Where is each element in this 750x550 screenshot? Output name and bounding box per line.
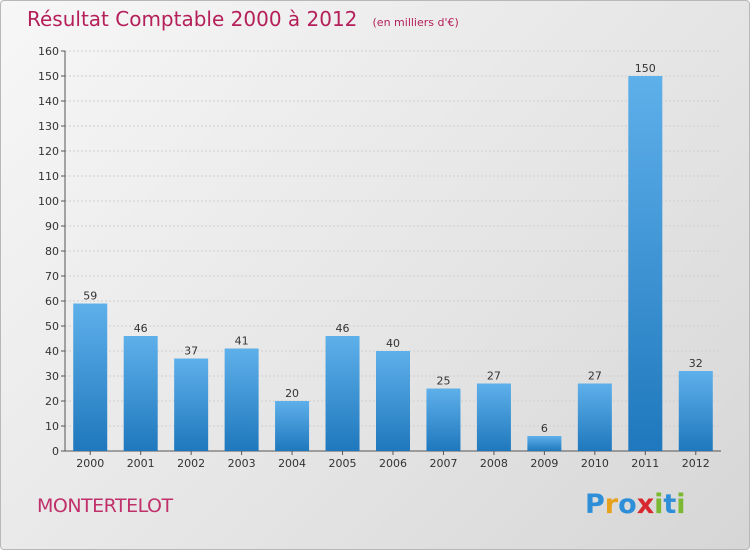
x-tick-label-2010: 2010 [581, 457, 609, 470]
y-tick-label-140: 140 [38, 95, 59, 108]
bar-2011 [628, 76, 663, 451]
data-label-2005: 46 [336, 322, 350, 335]
data-label-2003: 41 [235, 335, 249, 348]
title-row: Résultat Comptable 2000 à 2012 (en milli… [27, 7, 459, 31]
y-tick-label-10: 10 [45, 420, 59, 433]
y-tick-label-0: 0 [52, 445, 59, 458]
x-tick-label-2011: 2011 [631, 457, 659, 470]
data-label-2007: 25 [436, 375, 450, 388]
x-tick-label-2004: 2004 [278, 457, 306, 470]
data-label-2001: 46 [134, 322, 148, 335]
data-label-2002: 37 [184, 345, 198, 358]
chart-subtitle: (en milliers d'€) [372, 16, 459, 29]
data-label-2011: 150 [635, 62, 656, 75]
y-tick-label-50: 50 [45, 320, 59, 333]
y-tick-label-30: 30 [45, 370, 59, 383]
bar-2005 [325, 336, 360, 451]
x-tick-label-2001: 2001 [127, 457, 155, 470]
logo-letter: i [676, 489, 686, 520]
bar-2010 [577, 383, 612, 451]
logo-letter: x [636, 489, 655, 520]
logo-letter: r [604, 489, 619, 520]
x-tick-label-2007: 2007 [429, 457, 457, 470]
data-label-2008: 27 [487, 370, 501, 383]
data-label-2012: 32 [689, 357, 703, 370]
bar-2001 [123, 336, 158, 451]
bar-2003 [224, 348, 259, 451]
bar-layer [73, 76, 713, 451]
y-tick-label-130: 130 [38, 120, 59, 133]
logo-letter: o [618, 489, 637, 520]
y-tick-label-60: 60 [45, 295, 59, 308]
y-tick-label-110: 110 [38, 170, 59, 183]
logo-letter: t [663, 489, 677, 520]
bar-2012 [678, 371, 713, 451]
bar-2002 [174, 358, 209, 451]
x-tick-label-2000: 2000 [76, 457, 104, 470]
logo-letter: i [654, 489, 664, 520]
data-label-2006: 40 [386, 337, 400, 350]
x-tick-label-2006: 2006 [379, 457, 407, 470]
y-tick-label-150: 150 [38, 70, 59, 83]
bar-2006 [376, 351, 410, 451]
logo-letter: P [585, 489, 605, 520]
data-label-2010: 27 [588, 370, 602, 383]
y-tick-label-40: 40 [45, 345, 59, 358]
bar-2007 [426, 388, 461, 451]
proxiti-logo[interactable]: Proxiti [585, 489, 686, 520]
y-tick-label-80: 80 [45, 245, 59, 258]
x-tick-label-2008: 2008 [480, 457, 508, 470]
x-tick-label-2012: 2012 [682, 457, 710, 470]
y-tick-label-90: 90 [45, 220, 59, 233]
data-label-2000: 59 [83, 290, 97, 303]
y-tick-label-70: 70 [45, 270, 59, 283]
bar-2009 [527, 436, 562, 451]
bar-2000 [73, 303, 108, 451]
x-tick-label-2009: 2009 [530, 457, 558, 470]
commune-name: MONTERTELOT [37, 495, 173, 517]
y-tick-label-100: 100 [38, 195, 59, 208]
y-tick-label-120: 120 [38, 145, 59, 158]
chart-title: Résultat Comptable 2000 à 2012 [27, 7, 358, 31]
bar-2004 [275, 401, 310, 451]
x-tick-label-2005: 2005 [329, 457, 357, 470]
y-tick-label-20: 20 [45, 395, 59, 408]
bar-2008 [476, 383, 511, 451]
data-label-2009: 6 [541, 422, 548, 435]
x-tick-label-2002: 2002 [177, 457, 205, 470]
label-layer: 59 46 37 41 20 46 40 25 27 6 27 150 32 [83, 62, 703, 435]
data-label-2004: 20 [285, 387, 299, 400]
y-tick-label-160: 160 [38, 45, 59, 58]
x-tick-label-2003: 2003 [228, 457, 256, 470]
